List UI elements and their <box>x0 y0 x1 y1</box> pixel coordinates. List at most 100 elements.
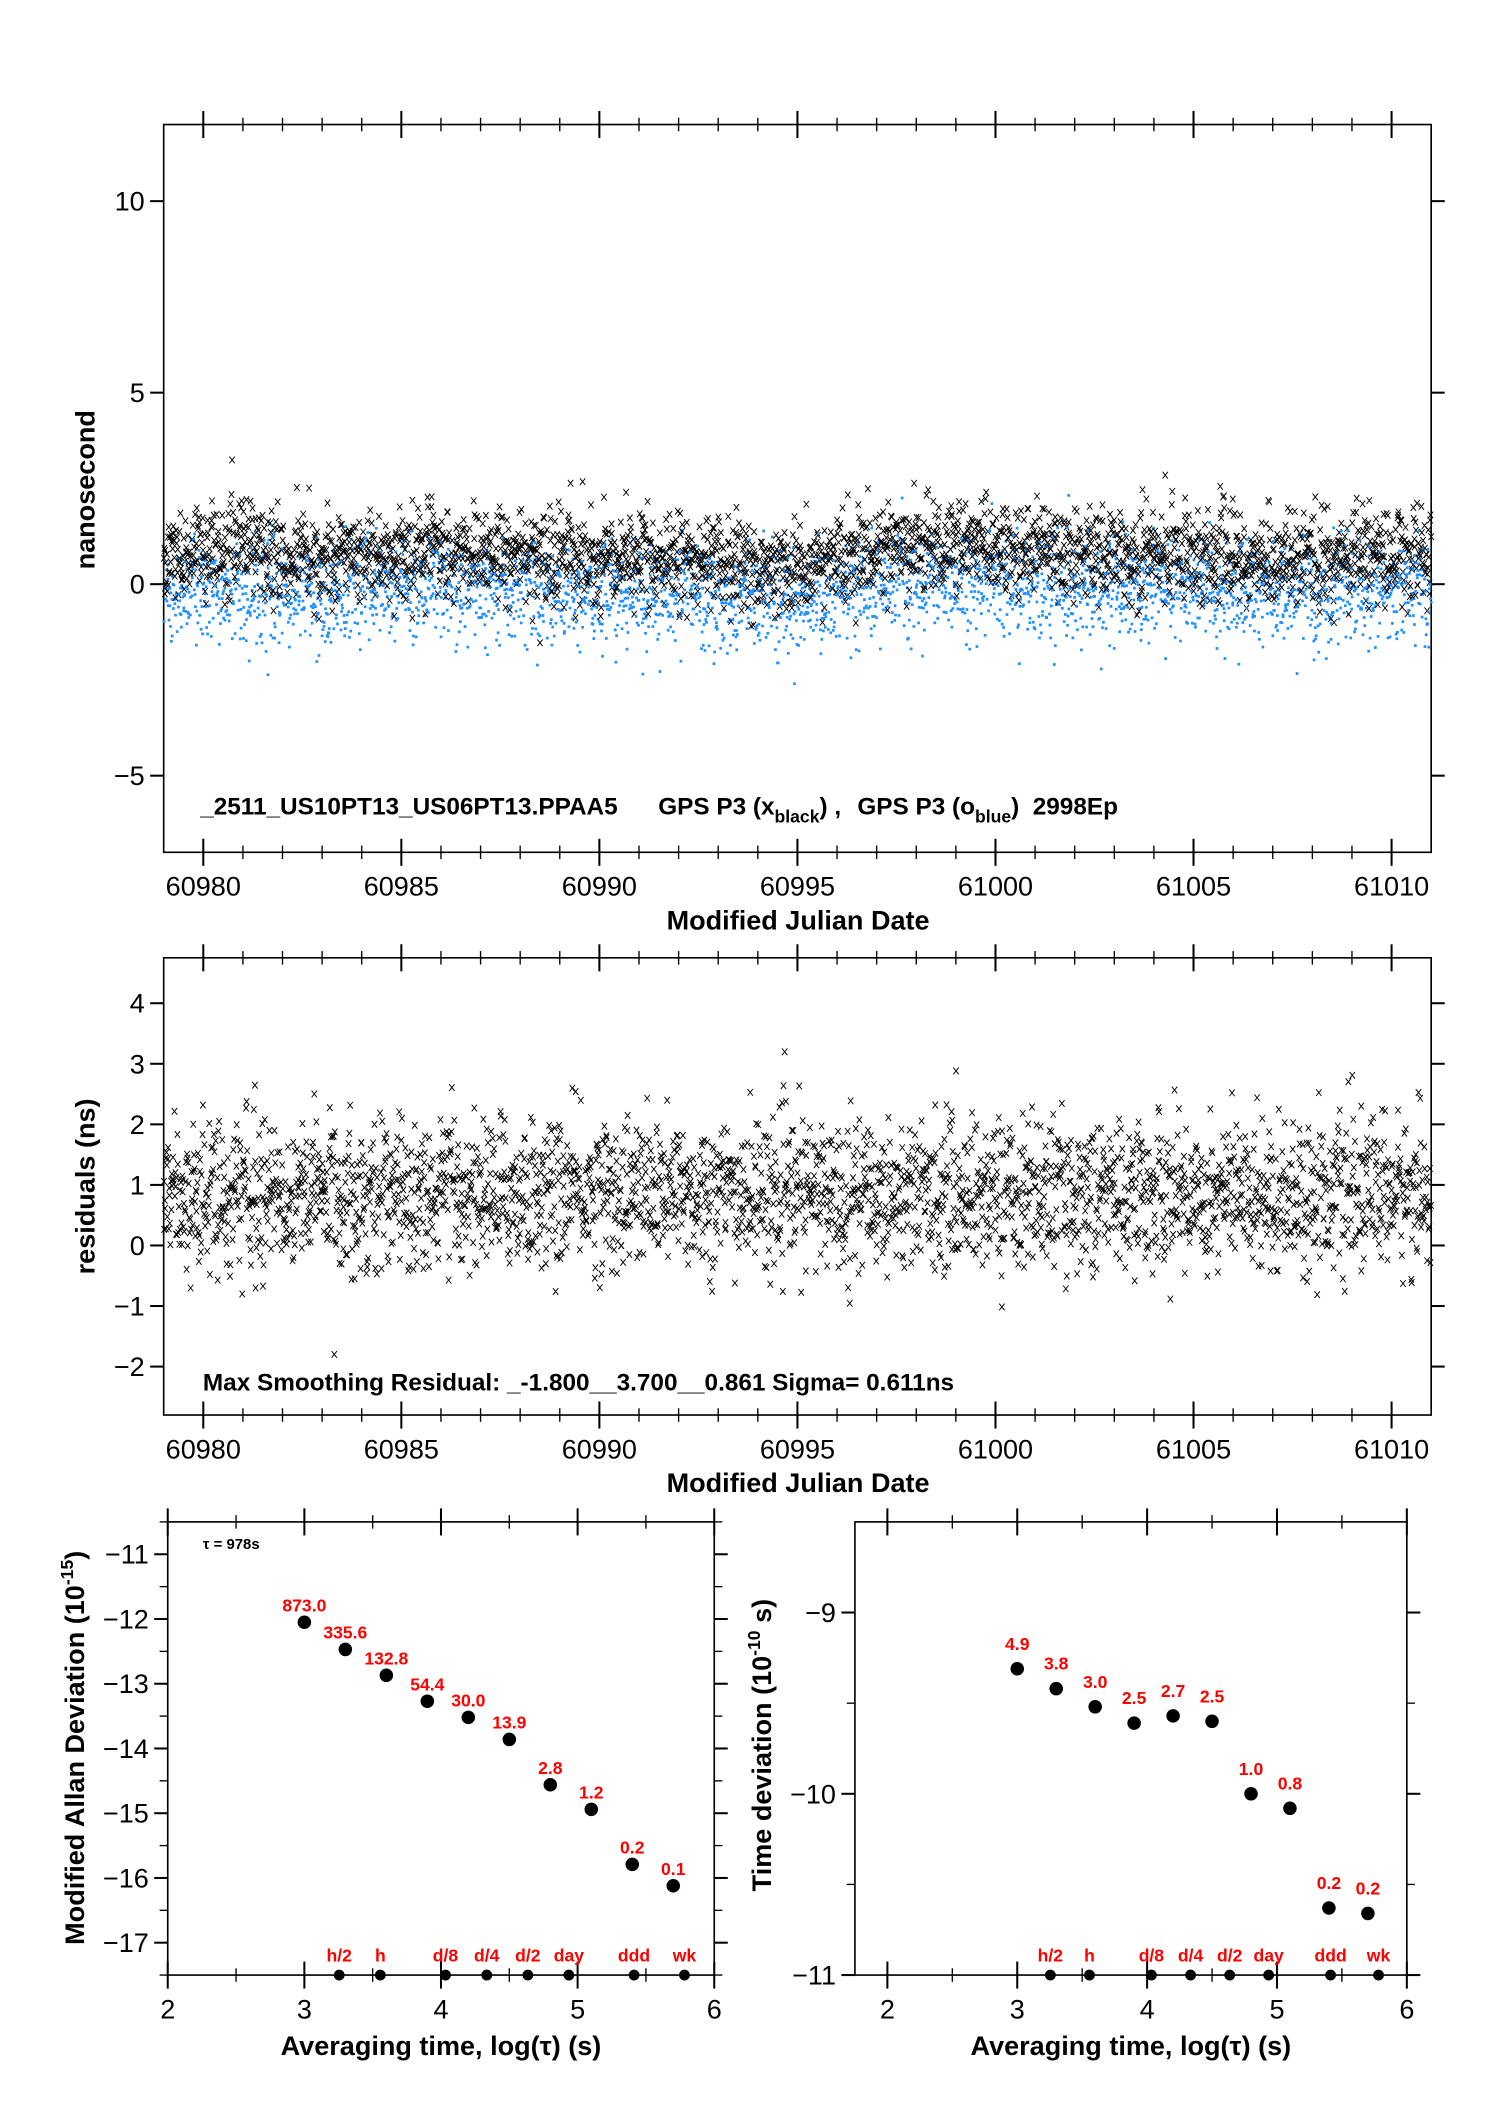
blue-point <box>491 578 495 582</box>
blue-point <box>581 609 585 613</box>
blue-point <box>176 556 180 560</box>
blue-point <box>715 621 718 625</box>
blue-point <box>1188 600 1192 604</box>
black-point <box>704 535 711 544</box>
blue-point <box>983 570 986 574</box>
blue-point <box>748 538 752 542</box>
blue-point <box>309 593 313 597</box>
black-point <box>1001 545 1008 553</box>
x-tick-label: 60995 <box>760 872 835 902</box>
blue-point <box>1066 614 1070 618</box>
blue-point <box>416 621 420 625</box>
black-point <box>228 490 235 499</box>
blue-point <box>880 577 884 581</box>
blue-point <box>1150 594 1154 598</box>
blue-point <box>398 576 402 579</box>
blue-point <box>234 587 238 591</box>
blue-point <box>513 559 517 563</box>
blue-point <box>412 634 415 638</box>
blue-point <box>1171 595 1175 598</box>
blue-point <box>1150 583 1153 587</box>
blue-point <box>198 563 202 567</box>
blue-point <box>519 591 523 594</box>
blue-point <box>221 592 225 596</box>
blue-point <box>424 577 427 581</box>
blue-point <box>753 611 756 615</box>
blue-point <box>1132 598 1136 602</box>
blue-point <box>737 621 741 624</box>
black-point <box>611 538 618 546</box>
black-point <box>830 543 837 551</box>
blue-point <box>565 602 568 606</box>
blue-point <box>671 615 675 619</box>
blue-point <box>566 579 570 583</box>
blue-point <box>226 569 229 572</box>
blue-point <box>664 599 668 603</box>
black-point <box>987 508 994 516</box>
black-point <box>170 522 177 530</box>
blue-point <box>356 622 360 625</box>
blue-point <box>531 627 534 630</box>
blue-point <box>1205 587 1208 591</box>
blue-point <box>1180 561 1183 564</box>
blue-point <box>266 673 270 677</box>
black-point <box>219 511 226 519</box>
blue-point <box>775 626 779 630</box>
blue-point <box>486 653 489 657</box>
black-point <box>557 507 565 515</box>
black-point <box>649 519 656 527</box>
blue-point <box>925 582 928 586</box>
black-point <box>622 488 630 497</box>
blue-point <box>438 590 442 594</box>
blue-point <box>646 599 650 602</box>
black-point <box>238 497 245 505</box>
black-point <box>1121 591 1128 599</box>
black-point <box>1008 568 1015 577</box>
black-point <box>1033 492 1041 500</box>
black-point <box>261 524 268 532</box>
blue-point <box>375 526 378 530</box>
blue-point <box>887 580 891 583</box>
blue-point <box>743 586 747 590</box>
blue-point <box>991 563 994 566</box>
blue-point <box>253 585 256 588</box>
blue-point <box>1218 565 1222 569</box>
blue-point <box>577 573 581 576</box>
blue-point <box>820 638 824 641</box>
black-point <box>559 559 566 567</box>
blue-point <box>323 589 327 593</box>
blue-point <box>680 608 684 612</box>
blue-point <box>1230 620 1233 624</box>
black-point <box>864 485 872 493</box>
blue-point <box>196 621 200 625</box>
blue-point <box>703 649 707 652</box>
blue-point <box>1155 549 1159 552</box>
blue-point <box>935 545 939 549</box>
black-point <box>740 541 747 549</box>
blue-point <box>206 553 210 556</box>
blue-point <box>937 588 941 592</box>
blue-point <box>970 576 974 579</box>
blue-point <box>663 588 667 592</box>
blue-point <box>209 571 213 575</box>
blue-point <box>182 592 186 596</box>
black-point <box>226 525 233 533</box>
blue-point <box>1107 593 1111 597</box>
black-point <box>274 549 281 557</box>
blue-point <box>409 529 413 533</box>
blue-point <box>1116 585 1120 589</box>
blue-point <box>773 601 776 604</box>
blue-point <box>425 608 429 612</box>
blue-point <box>219 622 222 625</box>
blue-point <box>966 629 970 633</box>
blue-point <box>375 613 378 616</box>
blue-point <box>366 531 370 534</box>
blue-point <box>349 629 353 633</box>
blue-point <box>1157 610 1160 614</box>
blue-point <box>861 586 864 589</box>
blue-point <box>1101 594 1105 598</box>
blue-point <box>1172 604 1175 608</box>
blue-point <box>516 598 520 602</box>
blue-point <box>882 608 885 612</box>
blue-point <box>193 593 197 596</box>
